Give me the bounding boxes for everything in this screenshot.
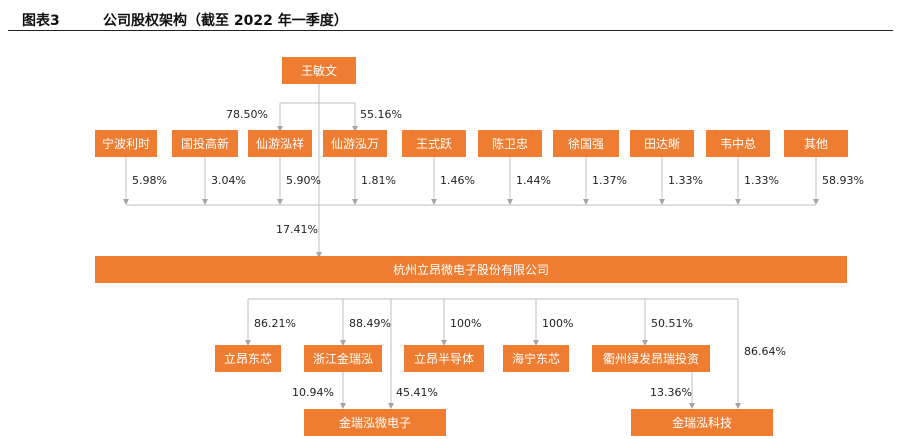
- pct-sh-3: 1.81%: [361, 174, 396, 187]
- node-xianyou-hongwan: 仙游泓万: [323, 130, 387, 157]
- node-xu-guoqiang: 徐国强: [553, 130, 619, 157]
- pct-zhejiang-to-weidianzi: 10.94%: [292, 386, 334, 399]
- pct-sh-6: 1.37%: [592, 174, 627, 187]
- pct-to-hongwan: 55.16%: [360, 108, 402, 121]
- pct-to-zhejiang: 88.49%: [349, 317, 391, 330]
- pct-sh-7: 1.33%: [668, 174, 703, 187]
- node-others: 其他: [784, 130, 848, 157]
- node-haining-dongxin: 海宁东芯: [503, 345, 569, 372]
- pct-sh-1: 3.04%: [211, 174, 246, 187]
- pct-company-to-keji: 86.64%: [744, 345, 786, 358]
- pct-sh-0: 5.98%: [132, 174, 167, 187]
- figure-number: 图表3: [22, 13, 60, 29]
- node-wang-shiyue: 王式跃: [402, 130, 466, 157]
- node-tian-daxi: 田达晰: [630, 130, 694, 157]
- pct-quzhou-to-keji: 13.36%: [650, 386, 692, 399]
- pct-to-bandaoti: 100%: [450, 317, 482, 330]
- node-liang-bandaoti: 立昂半导体: [404, 345, 484, 372]
- node-jinruihong-keji: 金瑞泓科技: [631, 409, 773, 436]
- node-zhejiang-jinruihong: 浙江金瑞泓: [304, 345, 382, 372]
- pct-to-dongxin: 86.21%: [254, 317, 296, 330]
- node-chen-weizhong: 陈卫忠: [478, 130, 542, 157]
- node-xianyou-hongxiang: 仙游泓祥: [248, 130, 312, 157]
- node-jinruihong-weidianzi: 金瑞泓微电子: [304, 409, 446, 436]
- pct-sh-8: 1.33%: [744, 174, 779, 187]
- pct-to-quzhou: 50.51%: [651, 317, 693, 330]
- figure-header: 图表3 公司股权架构（截至 2022 年一季度）: [8, 4, 893, 31]
- pct-sh-2: 5.90%: [286, 174, 321, 187]
- pct-to-haining: 100%: [542, 317, 574, 330]
- pct-direct: 17.41%: [276, 223, 318, 236]
- node-guotou-gaoxin: 国投高新: [172, 130, 238, 157]
- pct-sh-9: 58.93%: [822, 174, 864, 187]
- pct-to-hongxiang: 78.50%: [226, 108, 268, 121]
- node-company: 杭州立昂微电子股份有限公司: [95, 256, 847, 283]
- node-quzhou-lvfa: 衢州绿发昂瑞投资: [592, 345, 710, 372]
- pct-company-to-weidianzi: 45.41%: [396, 386, 438, 399]
- node-wei-zhongzong: 韦中总: [706, 130, 770, 157]
- node-liang-dongxin: 立昂东芯: [215, 345, 281, 372]
- figure-title: 公司股权架构（截至 2022 年一季度）: [103, 13, 348, 29]
- pct-sh-4: 1.46%: [440, 174, 475, 187]
- node-wang-minwen: 王敏文: [282, 57, 356, 84]
- node-ningbo-lishi: 宁波利时: [95, 130, 157, 157]
- pct-sh-5: 1.44%: [516, 174, 551, 187]
